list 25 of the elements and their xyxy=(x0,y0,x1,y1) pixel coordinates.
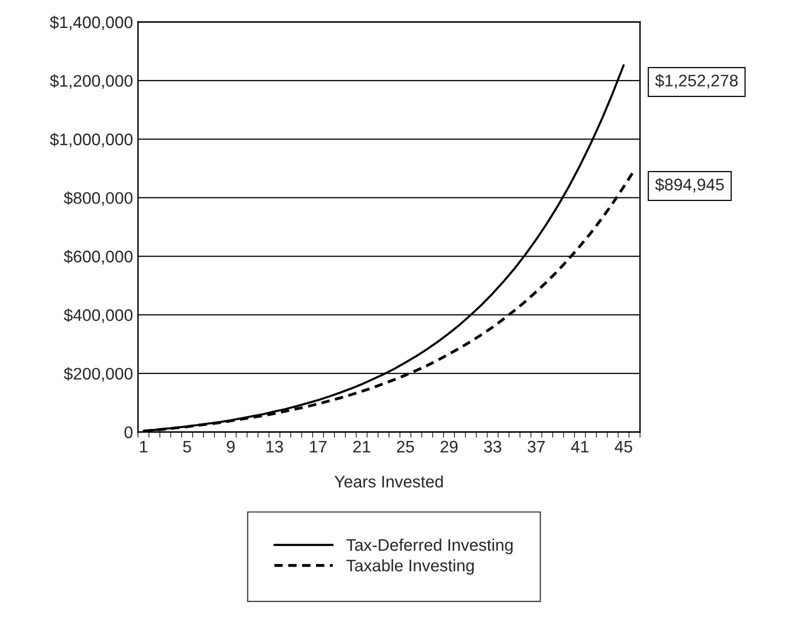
y-tick-label: $1,200,000 xyxy=(50,74,132,89)
y-tick-label: $1,400,000 xyxy=(50,16,132,30)
text: $894,945 xyxy=(655,178,724,192)
x-tick-label: 17 xyxy=(310,440,326,452)
legend-label: Taxable Investing xyxy=(346,559,474,575)
x-tick-label: 21 xyxy=(353,440,370,452)
x-tick-label: 5 xyxy=(183,440,192,453)
legend-label: Tax-Deferred Investing xyxy=(346,538,513,554)
x-tick-label: 41 xyxy=(571,440,588,452)
y-tick-label: 0 xyxy=(124,426,132,438)
y-tick-label: $200,000 xyxy=(64,367,132,382)
x-tick-label: 25 xyxy=(396,440,414,453)
y-tick-label: $400,000 xyxy=(64,308,132,324)
y-tick-label: $600,000 xyxy=(64,250,132,264)
x-tick-label: 45 xyxy=(614,440,632,453)
x-tick-label: 29 xyxy=(440,440,458,453)
y-tick-label: $1,000,000 xyxy=(50,132,132,148)
x-tick-label: 33 xyxy=(484,440,502,453)
x-axis-title: Years Invested xyxy=(334,475,443,488)
x-tick-label: 13 xyxy=(266,440,283,453)
text: $1,252,278 xyxy=(655,74,738,88)
x-tick-label: 9 xyxy=(226,440,235,453)
y-tick-label: $800,000 xyxy=(64,191,132,206)
x-tick-label: 37 xyxy=(528,440,545,453)
x-tick-label: 1 xyxy=(140,440,148,452)
